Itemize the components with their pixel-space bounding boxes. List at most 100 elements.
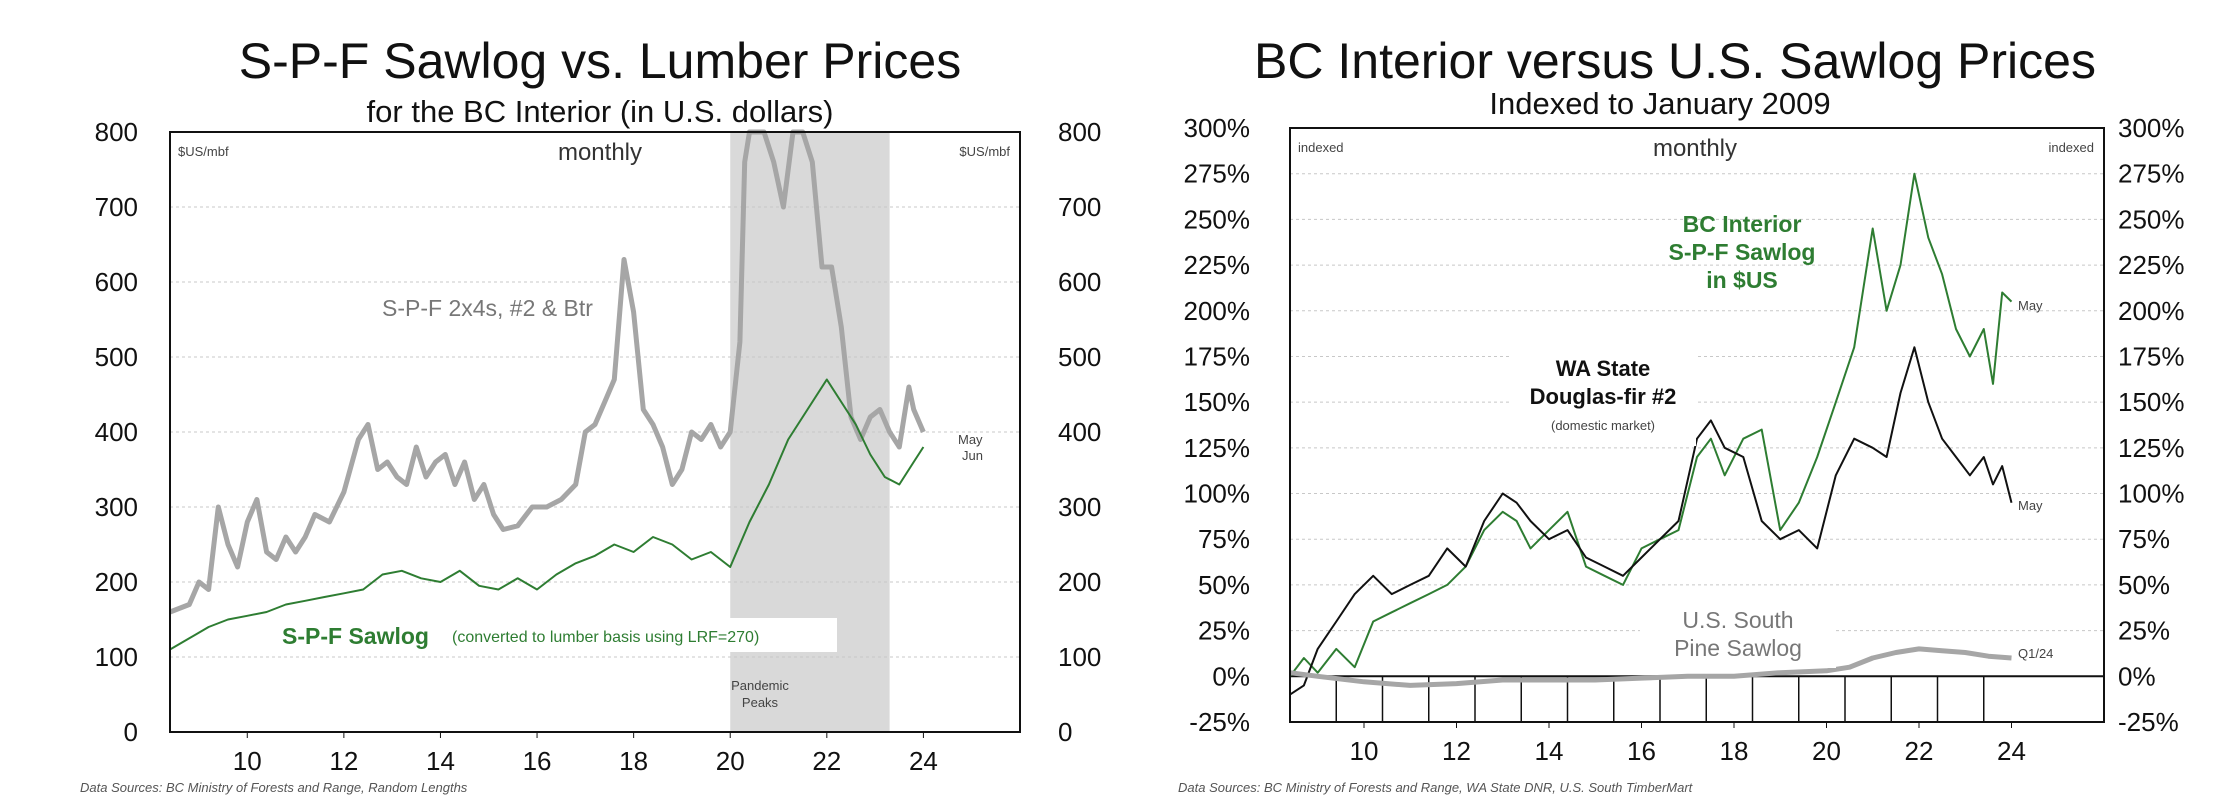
chart-left-end-label-may: May	[958, 432, 983, 447]
chart-right-wa-label-bg	[1510, 350, 1696, 446]
chart-right-y-tick-label-left: -25%	[1189, 707, 1250, 737]
chart-left-frequency-label: monthly	[558, 139, 642, 166]
chart-left-y-tick-label-right: 500	[1058, 342, 1101, 372]
chart-right-x-tick-label: 14	[1535, 736, 1564, 766]
chart-left-x-tick-label: 12	[329, 746, 358, 776]
chart-right-us-label-bg	[1640, 600, 1836, 668]
chart-left-end-label-jun: Jun	[962, 448, 983, 463]
chart-right-bc-label-1: BC Interior	[1683, 211, 1802, 237]
chart-left-source: Data Sources: BC Ministry of Forests and…	[80, 780, 468, 795]
chart-left-series-line-0	[169, 129, 926, 615]
chart-left-unit-left: $US/mbf	[178, 144, 229, 159]
chart-right-y-tick-label-left: 0%	[1212, 661, 1250, 691]
chart-right-x-tick-label: 18	[1720, 736, 1749, 766]
chart-right-wa-note: (domestic market)	[1551, 418, 1655, 433]
chart-left-unit-right: $US/mbf	[959, 144, 1010, 159]
chart-right: BC Interior versus U.S. Sawlog Prices In…	[1178, 33, 2185, 795]
chart-right-title: BC Interior versus U.S. Sawlog Prices	[1254, 33, 2096, 89]
chart-right-y-tick-label-left: 100%	[1184, 479, 1251, 509]
chart-right-y-tick-label-left: 25%	[1198, 616, 1250, 646]
chart-right-x-tick-label: 12	[1442, 736, 1471, 766]
chart-left-shade-label-2: Peaks	[742, 695, 779, 710]
chart-right-y-tick-label-right: 175%	[2118, 341, 2185, 371]
chart-left-y-tick-label-left: 700	[95, 192, 138, 222]
chart-left: S-P-F Sawlog vs. Lumber Prices for the B…	[80, 33, 1101, 795]
chart-right-y-tick-label-right: 225%	[2118, 250, 2185, 280]
chart-right-y-tick-label-left: 50%	[1198, 570, 1250, 600]
chart-right-source: Data Sources: BC Ministry of Forests and…	[1178, 780, 1694, 795]
chart-left-y-tick-label-left: 800	[95, 117, 138, 147]
chart-left-plot: 0 0 100 100 200 200 300 300 400 400 500 500 600 600 70…	[95, 117, 1102, 776]
chart-right-us-label-1: U.S. South	[1682, 607, 1793, 633]
chart-right-plot: -25% -25% 0% 0% 25% 25% 50% 50% 75% 75% 100% 100% 12…	[1184, 113, 2185, 766]
chart-right-x-tick-label: 20	[1812, 736, 1841, 766]
chart-right-y-tick-label-left: 150%	[1184, 387, 1251, 417]
chart-right-y-tick-label-left: 225%	[1184, 250, 1251, 280]
chart-left-shade-label-1: Pandemic	[731, 678, 789, 693]
chart-left-y-tick-label-left: 200	[95, 567, 138, 597]
chart-right-y-tick-label-right: 200%	[2118, 296, 2185, 326]
chart-right-end-label-black: May	[2018, 498, 2043, 513]
chart-left-y-tick-label-right: 600	[1058, 267, 1101, 297]
chart-right-end-label-green: May	[2018, 298, 2043, 313]
chart-left-y-tick-label-left: 0	[124, 717, 138, 747]
chart-left-y-tick-label-right: 0	[1058, 717, 1072, 747]
chart-right-bc-label-3: in $US	[1706, 267, 1778, 293]
chart-right-y-tick-label-right: 275%	[2118, 159, 2185, 189]
chart-left-plot-frame	[169, 131, 1021, 733]
chart-left-series-lumber-label: S-P-F 2x4s, #2 & Btr	[382, 295, 593, 321]
chart-left-y-tick-label-left: 500	[95, 342, 138, 372]
chart-left-series-sawlog-note: (converted to lumber basis using LRF=270…	[452, 629, 759, 646]
chart-left-x-tick-label: 24	[909, 746, 938, 776]
chart-right-series-line-0	[1289, 172, 2013, 677]
chart-left-y-tick-label-right: 100	[1058, 642, 1101, 672]
chart-left-x-tick-label: 16	[523, 746, 552, 776]
chart-right-y-tick-label-left: 250%	[1184, 204, 1251, 234]
chart-right-unit-left: indexed	[1298, 140, 1344, 155]
chart-left-y-tick-label-left: 100	[95, 642, 138, 672]
chart-right-y-tick-label-right: 300%	[2118, 113, 2185, 143]
chart-right-bc-label-2: S-P-F Sawlog	[1669, 239, 1816, 265]
chart-left-x-tick-label: 22	[812, 746, 841, 776]
chart-left-x-tick-label: 18	[619, 746, 648, 776]
chart-left-x-tick-label: 10	[233, 746, 262, 776]
chart-left-y-tick-label-right: 800	[1058, 117, 1101, 147]
chart-right-series-line-1	[1289, 346, 2013, 696]
chart-right-end-label-gray: Q1/24	[2018, 646, 2053, 661]
chart-left-sawlog-label-bg	[272, 618, 837, 652]
chart-left-title: S-P-F Sawlog vs. Lumber Prices	[239, 33, 961, 89]
chart-right-frequency-label: monthly	[1653, 135, 1737, 162]
chart-right-x-tick-label: 10	[1350, 736, 1379, 766]
chart-right-wa-label-2: Douglas-fir #2	[1530, 384, 1677, 409]
chart-left-series-sawlog-label: S-P-F Sawlog	[282, 623, 429, 649]
chart-right-y-tick-label-left: 125%	[1184, 433, 1251, 463]
chart-right-x-tick-label: 16	[1627, 736, 1656, 766]
chart-left-x-tick-label: 14	[426, 746, 455, 776]
chart-right-y-tick-label-right: 125%	[2118, 433, 2185, 463]
chart-right-y-tick-label-left: 275%	[1184, 159, 1251, 189]
chart-left-series-line-1	[169, 378, 925, 651]
chart-right-y-tick-label-left: 200%	[1184, 296, 1251, 326]
chart-right-y-tick-label-right: 100%	[2118, 479, 2185, 509]
chart-left-subtitle: for the BC Interior (in U.S. dollars)	[367, 94, 834, 129]
chart-left-y-tick-label-right: 200	[1058, 567, 1101, 597]
chart-right-x-tick-label: 24	[1997, 736, 2026, 766]
chart-left-y-tick-label-left: 600	[95, 267, 138, 297]
chart-left-y-tick-label-left: 400	[95, 417, 138, 447]
chart-right-y-tick-label-left: 75%	[1198, 524, 1250, 554]
chart-left-y-tick-label-right: 300	[1058, 492, 1101, 522]
chart-left-y-tick-label-left: 300	[95, 492, 138, 522]
chart-right-y-tick-label-left: 175%	[1184, 341, 1251, 371]
chart-right-y-tick-label-left: 300%	[1184, 113, 1251, 143]
chart-right-y-tick-label-right: 0%	[2118, 661, 2156, 691]
chart-right-y-tick-label-right: 25%	[2118, 616, 2170, 646]
chart-right-x-tick-label: 22	[1905, 736, 1934, 766]
chart-right-unit-right: indexed	[2048, 140, 2094, 155]
chart-left-x-tick-label: 20	[716, 746, 745, 776]
chart-right-plot-frame	[1289, 127, 2105, 723]
chart-right-series-line-2	[1289, 646, 2012, 688]
chart-right-us-label-2: Pine Sawlog	[1674, 635, 1802, 661]
chart-right-y-tick-label-right: 150%	[2118, 387, 2185, 417]
chart-left-y-tick-label-right: 400	[1058, 417, 1101, 447]
